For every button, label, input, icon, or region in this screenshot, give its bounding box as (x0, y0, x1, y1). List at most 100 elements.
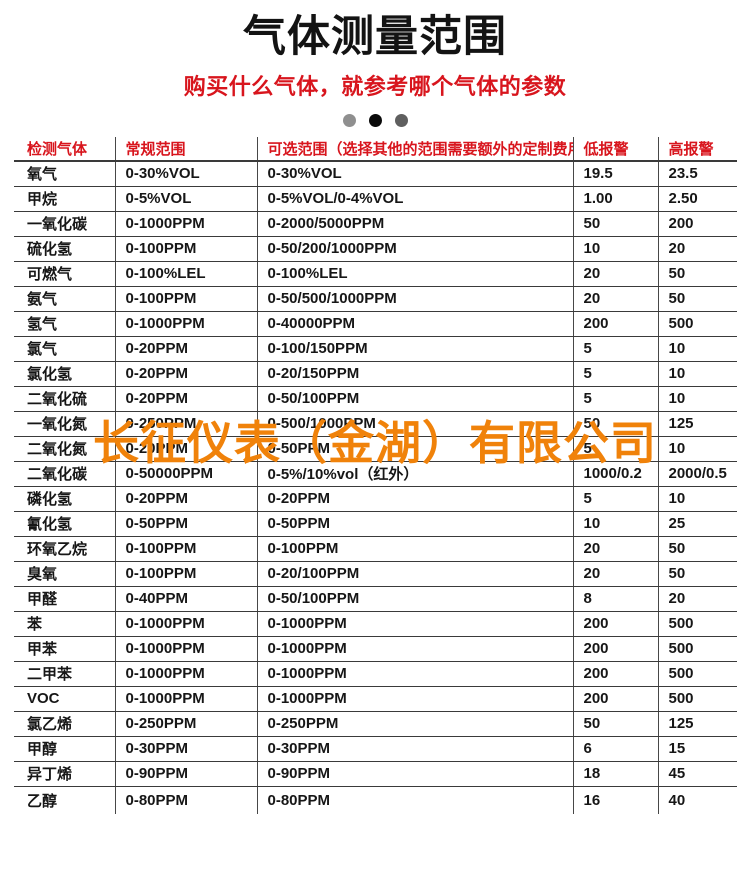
cell-low-alarm: 5 (573, 436, 659, 462)
cell-high-alarm: 10 (658, 436, 737, 462)
cell-optional-range: 0-30%VOL (257, 161, 574, 187)
cell-gas-name: 可燃气 (14, 261, 116, 287)
cell-optional-range: 0-1000PPM (257, 686, 574, 712)
cell-high-alarm: 20 (658, 236, 737, 262)
table-row: 甲烷 0-5%VOL 0-5%VOL/0-4%VOL 1.00 2.50 (14, 186, 737, 212)
cell-gas-name: 氯化氢 (14, 361, 116, 387)
cell-low-alarm: 200 (573, 311, 659, 337)
cell-normal-range: 0-20PPM (115, 436, 258, 462)
cell-normal-range: 0-1000PPM (115, 311, 258, 337)
cell-normal-range: 0-100%LEL (115, 261, 258, 287)
cell-gas-name: 二氧化硫 (14, 386, 116, 412)
cell-gas-name: 苯 (14, 611, 116, 637)
cell-high-alarm: 125 (658, 711, 737, 737)
cell-optional-range: 0-40000PPM (257, 311, 574, 337)
table-row: 可燃气 0-100%LEL 0-100%LEL 20 50 (14, 261, 737, 287)
cell-optional-range: 0-20/100PPM (257, 561, 574, 587)
cell-high-alarm: 50 (658, 286, 737, 312)
cell-low-alarm: 6 (573, 736, 659, 762)
cell-gas-name: 氧气 (14, 161, 116, 187)
carousel-dot-icon[interactable] (342, 113, 356, 127)
cell-normal-range: 0-20PPM (115, 361, 258, 387)
cell-low-alarm: 8 (573, 586, 659, 612)
cell-low-alarm: 200 (573, 686, 659, 712)
table-row: 氢气 0-1000PPM 0-40000PPM 200 500 (14, 311, 737, 337)
cell-optional-range: 0-100%LEL (257, 261, 574, 287)
table-row: 氯乙烯 0-250PPM 0-250PPM 50 125 (14, 711, 737, 737)
cell-optional-range: 0-100/150PPM (257, 336, 574, 362)
cell-normal-range: 0-30PPM (115, 736, 258, 762)
cell-normal-range: 0-100PPM (115, 561, 258, 587)
carousel-dot-icon[interactable] (394, 113, 408, 127)
table-row: 二甲苯 0-1000PPM 0-1000PPM 200 500 (14, 661, 737, 687)
cell-optional-range: 0-50/100PPM (257, 386, 574, 412)
cell-low-alarm: 50 (573, 211, 659, 237)
cell-high-alarm: 2.50 (658, 186, 737, 212)
cell-low-alarm: 20 (573, 561, 659, 587)
table-row: 硫化氢 0-100PPM 0-50/200/1000PPM 10 20 (14, 236, 737, 262)
cell-gas-name: 硫化氢 (14, 236, 116, 262)
cell-high-alarm: 500 (658, 611, 737, 637)
header-normal-range: 常规范围 (115, 137, 258, 162)
cell-low-alarm: 5 (573, 486, 659, 512)
cell-gas-name: 异丁烯 (14, 761, 116, 787)
cell-low-alarm: 1000/0.2 (573, 461, 659, 487)
table-row: 一氧化氮 0-250PPM 0-500/1000PPM 50 125 (14, 411, 737, 437)
cell-normal-range: 0-1000PPM (115, 211, 258, 237)
cell-optional-range: 0-50PPM (257, 511, 574, 537)
cell-low-alarm: 10 (573, 511, 659, 537)
cell-high-alarm: 2000/0.5 (658, 461, 737, 487)
cell-high-alarm: 10 (658, 361, 737, 387)
cell-optional-range: 0-250PPM (257, 711, 574, 737)
cell-normal-range: 0-100PPM (115, 536, 258, 562)
cell-low-alarm: 50 (573, 711, 659, 737)
cell-high-alarm: 200 (658, 211, 737, 237)
cell-low-alarm: 20 (573, 286, 659, 312)
cell-gas-name: 乙醇 (14, 786, 116, 814)
cell-optional-range: 0-5%/10%vol（红外） (257, 461, 574, 487)
cell-gas-name: 甲苯 (14, 636, 116, 662)
cell-low-alarm: 200 (573, 661, 659, 687)
cell-gas-name: 磷化氢 (14, 486, 116, 512)
cell-low-alarm: 20 (573, 536, 659, 562)
cell-low-alarm: 50 (573, 411, 659, 437)
cell-gas-name: 甲烷 (14, 186, 116, 212)
table-row: 环氧乙烷 0-100PPM 0-100PPM 20 50 (14, 536, 737, 562)
table-row: 一氧化碳 0-1000PPM 0-2000/5000PPM 50 200 (14, 211, 737, 237)
cell-optional-range: 0-20PPM (257, 486, 574, 512)
cell-high-alarm: 500 (658, 661, 737, 687)
cell-optional-range: 0-50/200/1000PPM (257, 236, 574, 262)
table-row: 氧气 0-30%VOL 0-30%VOL 19.5 23.5 (14, 161, 737, 187)
cell-normal-range: 0-80PPM (115, 786, 258, 814)
cell-optional-range: 0-1000PPM (257, 636, 574, 662)
header-high-alarm: 高报警 (658, 137, 737, 162)
cell-high-alarm: 20 (658, 586, 737, 612)
cell-optional-range: 0-100PPM (257, 536, 574, 562)
table-row: 氯气 0-20PPM 0-100/150PPM 5 10 (14, 336, 737, 362)
cell-gas-name: VOC (14, 686, 116, 712)
cell-optional-range: 0-50/500/1000PPM (257, 286, 574, 312)
cell-normal-range: 0-250PPM (115, 711, 258, 737)
carousel-dots (0, 113, 750, 127)
cell-high-alarm: 50 (658, 536, 737, 562)
table-row: 甲醇 0-30PPM 0-30PPM 6 15 (14, 736, 737, 762)
cell-gas-name: 二氧化氮 (14, 436, 116, 462)
cell-normal-range: 0-50PPM (115, 511, 258, 537)
table-header-row: 检测气体 常规范围 可选范围（选择其他的范围需要额外的定制费用） 低报警 高报警 (14, 137, 737, 162)
cell-gas-name: 氨气 (14, 286, 116, 312)
cell-low-alarm: 200 (573, 636, 659, 662)
cell-high-alarm: 25 (658, 511, 737, 537)
cell-low-alarm: 10 (573, 236, 659, 262)
table-row: 臭氧 0-100PPM 0-20/100PPM 20 50 (14, 561, 737, 587)
table-row: 异丁烯 0-90PPM 0-90PPM 18 45 (14, 761, 737, 787)
table-row: 甲醛 0-40PPM 0-50/100PPM 8 20 (14, 586, 737, 612)
cell-gas-name: 环氧乙烷 (14, 536, 116, 562)
cell-normal-range: 0-100PPM (115, 286, 258, 312)
cell-optional-range: 0-30PPM (257, 736, 574, 762)
cell-high-alarm: 50 (658, 561, 737, 587)
carousel-dot-icon[interactable] (368, 113, 382, 127)
cell-high-alarm: 500 (658, 311, 737, 337)
cell-gas-name: 氰化氢 (14, 511, 116, 537)
cell-normal-range: 0-50000PPM (115, 461, 258, 487)
table-row: 二氧化硫 0-20PPM 0-50/100PPM 5 10 (14, 386, 737, 412)
